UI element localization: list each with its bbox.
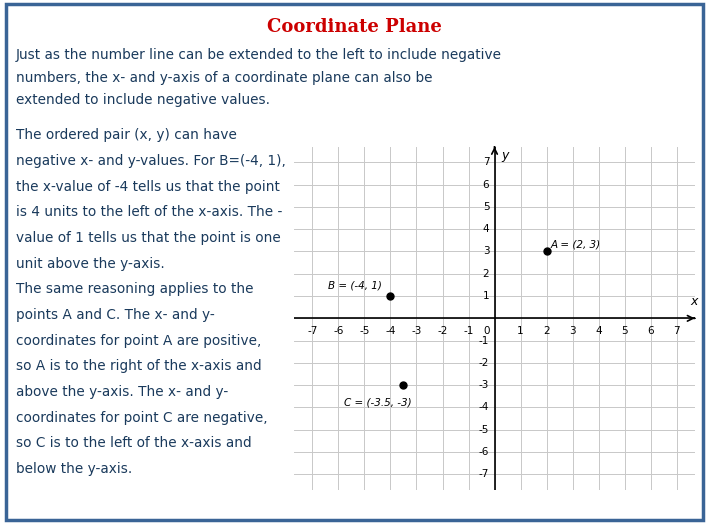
Text: -5: -5 <box>479 425 489 435</box>
Text: Coordinate Plane: Coordinate Plane <box>267 18 442 36</box>
Text: so C is to the left of the x-axis and: so C is to the left of the x-axis and <box>16 436 251 451</box>
Text: negative x- and y-values. For B=(-4, 1),: negative x- and y-values. For B=(-4, 1), <box>16 154 286 168</box>
Text: -1: -1 <box>479 335 489 346</box>
Text: -2: -2 <box>437 326 447 336</box>
Text: 4: 4 <box>596 326 602 336</box>
Text: 6: 6 <box>647 326 654 336</box>
Text: 3: 3 <box>569 326 576 336</box>
Text: -3: -3 <box>411 326 422 336</box>
Text: points A and C. The x- and y-: points A and C. The x- and y- <box>16 308 214 322</box>
Text: above the y-axis. The x- and y-: above the y-axis. The x- and y- <box>16 385 228 399</box>
Text: -5: -5 <box>359 326 369 336</box>
Text: The ordered pair (x, y) can have: The ordered pair (x, y) can have <box>16 128 237 143</box>
Text: -3: -3 <box>479 380 489 390</box>
Text: Just as the number line can be extended to the left to include negative: Just as the number line can be extended … <box>16 48 501 62</box>
Text: unit above the y-axis.: unit above the y-axis. <box>16 257 164 271</box>
Text: 5: 5 <box>621 326 628 336</box>
Text: C = (-3.5, -3): C = (-3.5, -3) <box>344 397 411 408</box>
Text: A = (2, 3): A = (2, 3) <box>550 239 601 249</box>
Text: the x-value of -4 tells us that the point: the x-value of -4 tells us that the poin… <box>16 180 279 194</box>
Text: value of 1 tells us that the point is one: value of 1 tells us that the point is on… <box>16 231 280 245</box>
Text: -6: -6 <box>333 326 344 336</box>
Text: numbers, the x- and y-axis of a coordinate plane can also be: numbers, the x- and y-axis of a coordina… <box>16 71 432 85</box>
Text: is 4 units to the left of the x-axis. The -: is 4 units to the left of the x-axis. Th… <box>16 205 282 220</box>
Text: -4: -4 <box>479 402 489 412</box>
Text: coordinates for point A are positive,: coordinates for point A are positive, <box>16 334 261 348</box>
Text: 1: 1 <box>483 291 489 301</box>
Text: -6: -6 <box>479 447 489 457</box>
Text: extended to include negative values.: extended to include negative values. <box>16 93 269 107</box>
Text: 2: 2 <box>543 326 550 336</box>
Text: -4: -4 <box>385 326 396 336</box>
Text: 6: 6 <box>483 180 489 190</box>
Text: coordinates for point C are negative,: coordinates for point C are negative, <box>16 411 267 425</box>
Text: 7: 7 <box>483 157 489 167</box>
Text: x: x <box>690 296 697 308</box>
Text: -2: -2 <box>479 358 489 368</box>
Text: 1: 1 <box>518 326 524 336</box>
Text: -7: -7 <box>307 326 318 336</box>
Text: 0: 0 <box>484 326 490 336</box>
Text: The same reasoning applies to the: The same reasoning applies to the <box>16 282 253 297</box>
Text: y: y <box>501 149 508 162</box>
Text: 4: 4 <box>483 224 489 234</box>
Text: -7: -7 <box>479 470 489 479</box>
Text: 5: 5 <box>483 202 489 212</box>
Text: -1: -1 <box>463 326 474 336</box>
Text: so A is to the right of the x-axis and: so A is to the right of the x-axis and <box>16 359 261 374</box>
Text: 2: 2 <box>483 269 489 279</box>
Text: below the y-axis.: below the y-axis. <box>16 462 132 476</box>
Text: 3: 3 <box>483 246 489 256</box>
Text: 7: 7 <box>674 326 680 336</box>
Text: B = (-4, 1): B = (-4, 1) <box>328 280 382 290</box>
